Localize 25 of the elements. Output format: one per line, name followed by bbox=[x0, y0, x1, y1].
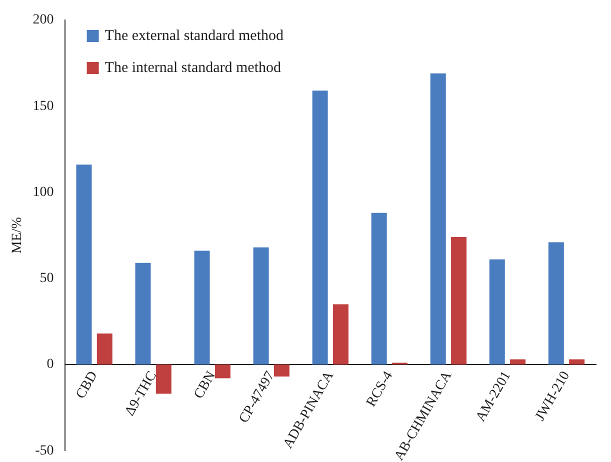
bar bbox=[194, 250, 210, 364]
legend-label: The external standard method bbox=[104, 28, 284, 44]
y-tick-label: 150 bbox=[32, 98, 54, 114]
bar bbox=[135, 262, 151, 364]
y-axis-title: ME/% bbox=[10, 216, 26, 254]
bar bbox=[312, 90, 328, 364]
y-tick-label: 50 bbox=[40, 271, 54, 286]
bar bbox=[371, 212, 387, 364]
bar bbox=[510, 359, 526, 364]
bar bbox=[430, 73, 446, 364]
y-tick-label: 200 bbox=[32, 12, 54, 28]
bar bbox=[214, 364, 230, 378]
bar bbox=[451, 237, 467, 364]
bar bbox=[76, 164, 92, 364]
bar bbox=[156, 364, 172, 394]
bar bbox=[569, 359, 585, 364]
bar bbox=[489, 259, 505, 364]
y-tick-label: 0 bbox=[46, 357, 54, 372]
y-tick-label: 100 bbox=[32, 184, 54, 200]
bar bbox=[548, 242, 564, 364]
legend-label: The internal standard method bbox=[104, 60, 282, 76]
y-tick-label: -50 bbox=[35, 443, 54, 458]
bar bbox=[332, 304, 348, 364]
bar bbox=[253, 247, 269, 364]
bar bbox=[96, 333, 112, 364]
